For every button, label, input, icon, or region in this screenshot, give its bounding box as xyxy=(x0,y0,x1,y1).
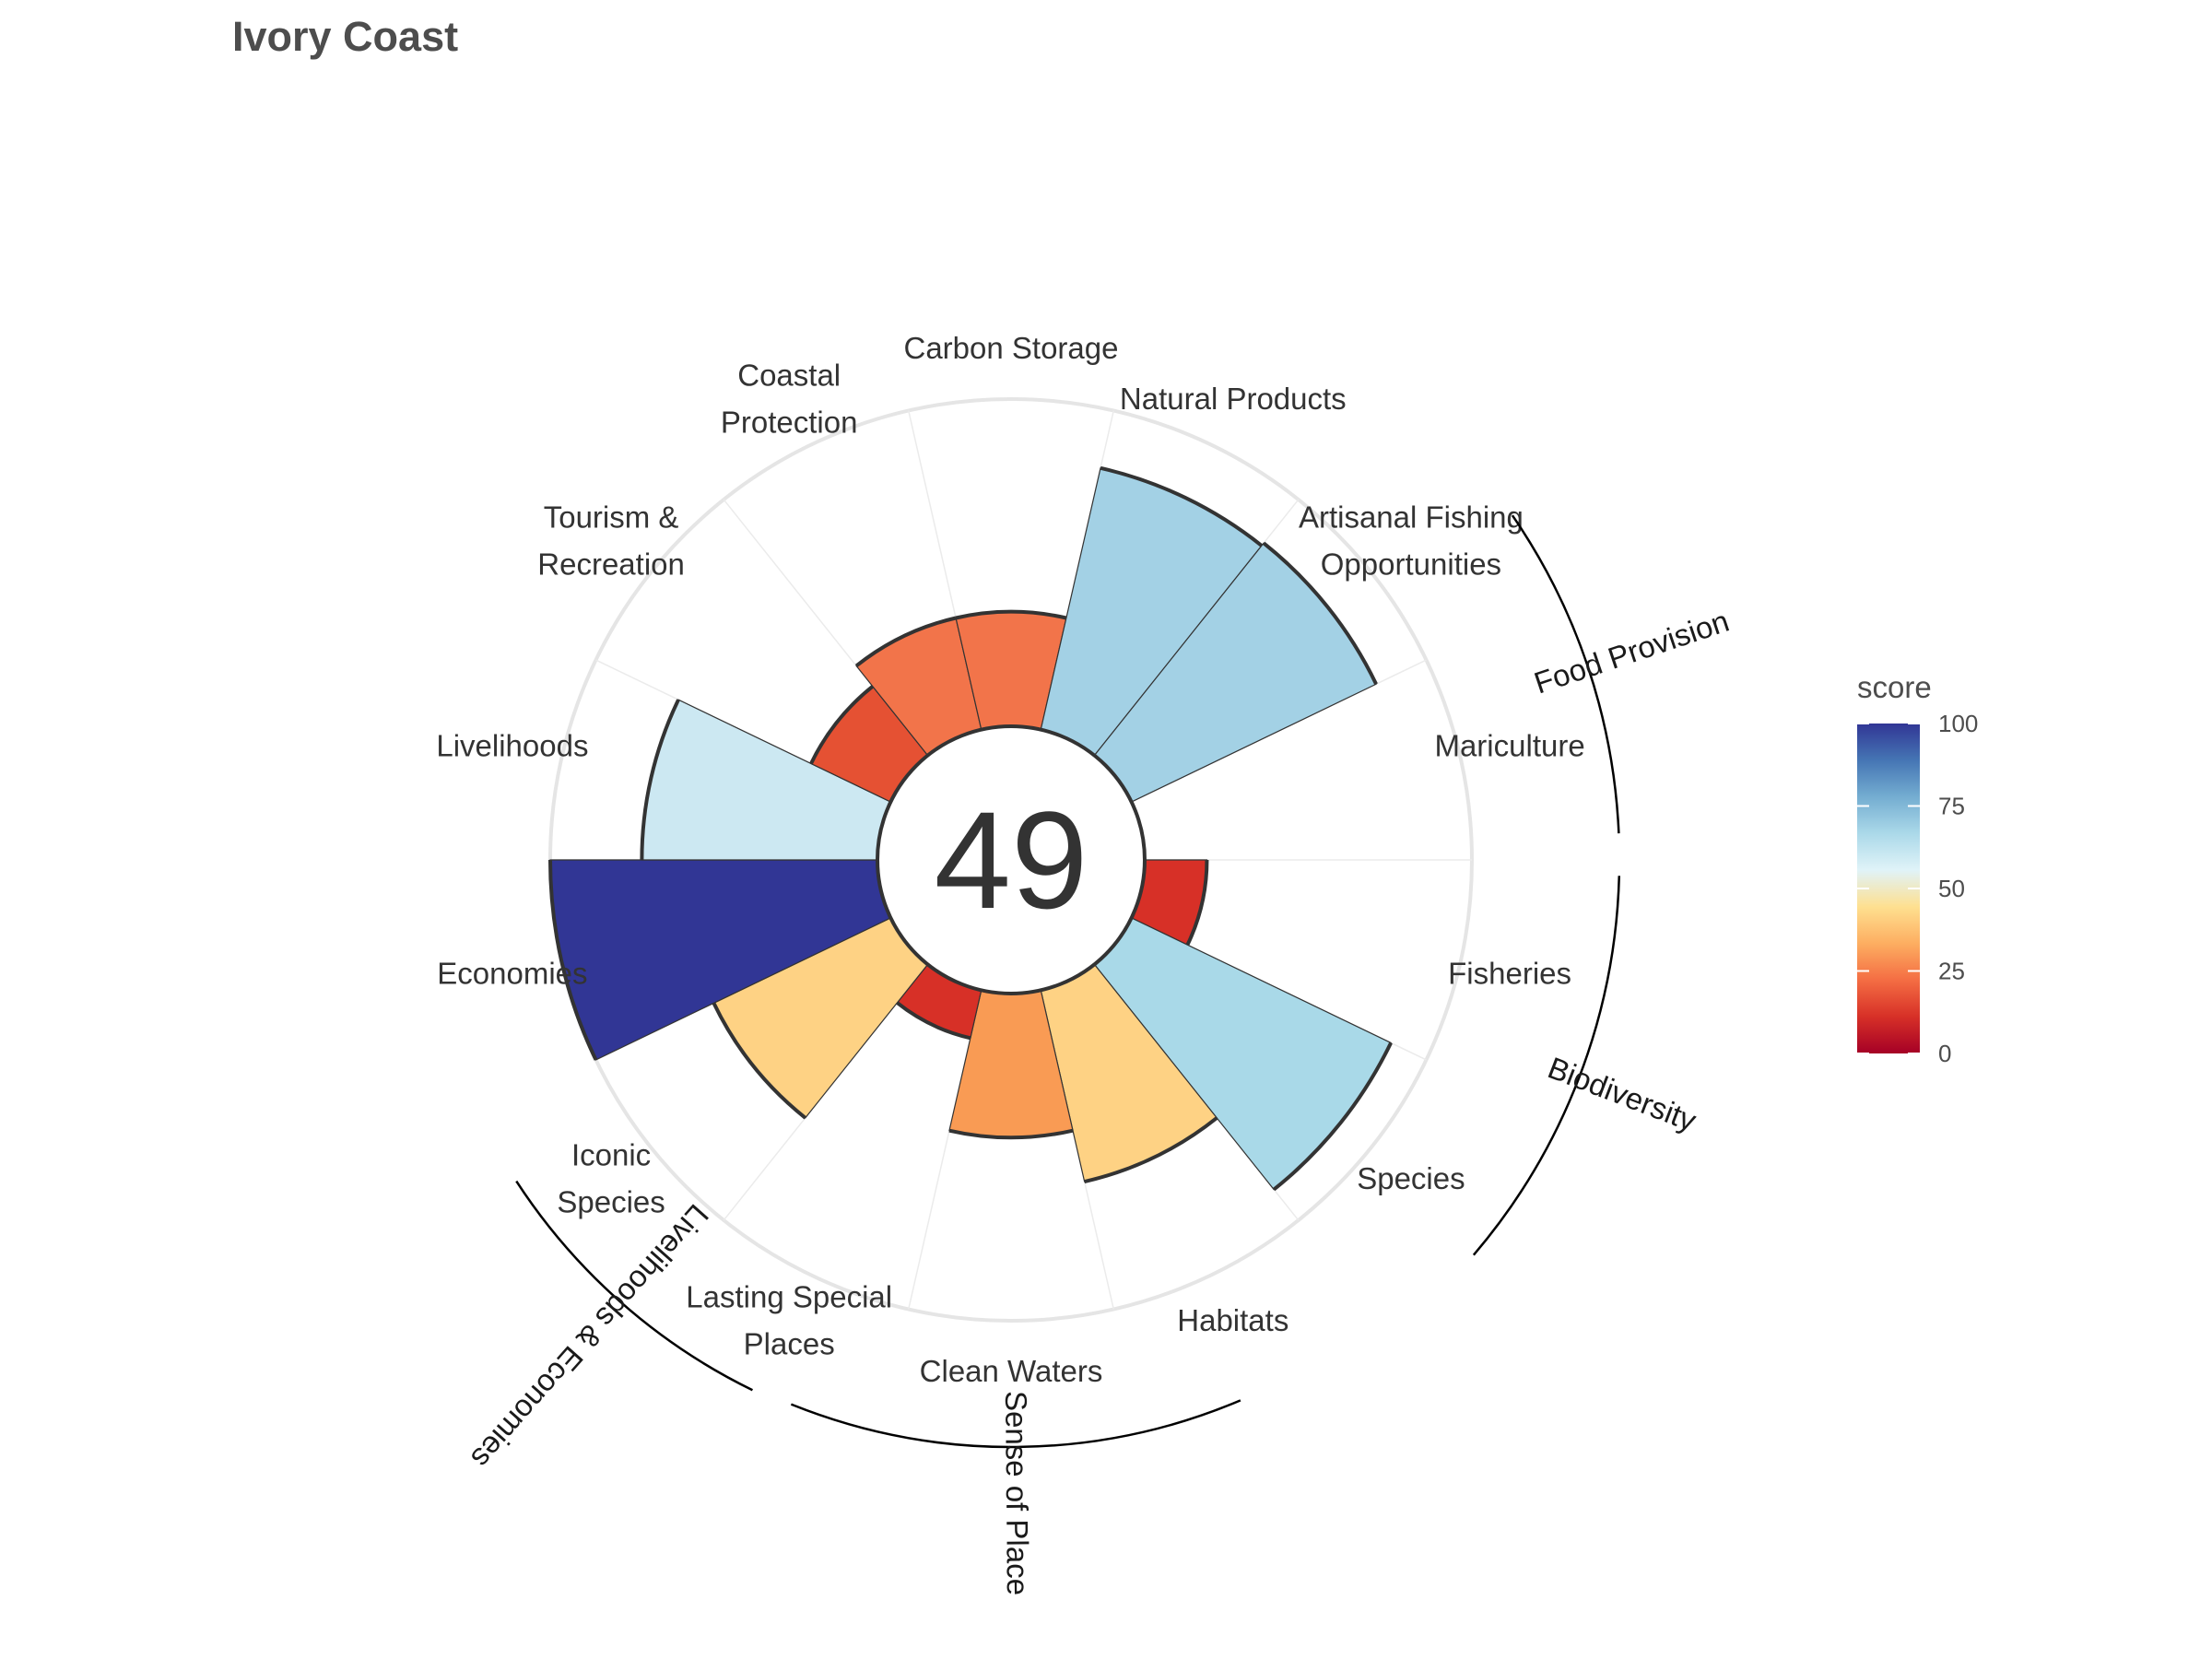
bar-outline xyxy=(1100,465,1264,547)
bar-outline xyxy=(955,609,1067,620)
chart-title: Ivory Coast xyxy=(232,13,458,60)
goal-label: Natural Products xyxy=(1120,382,1347,416)
goal-label: Artisanal Fishing Opportunities xyxy=(1299,500,1524,581)
goal-label: Lasting Special Places xyxy=(686,1280,892,1361)
bar-outline xyxy=(548,859,598,1061)
bar-outline xyxy=(640,699,680,861)
bar-outline xyxy=(809,685,875,765)
bar-outline xyxy=(1262,541,1378,686)
goal-label: Carbon Storage xyxy=(904,331,1119,365)
group-arc xyxy=(790,1399,1241,1449)
goal-label: Habitats xyxy=(1177,1303,1288,1337)
bar-outline xyxy=(1272,1041,1393,1192)
group-arc xyxy=(515,1180,753,1392)
goal-label: Species xyxy=(1357,1161,1465,1195)
legend-tick-label: 0 xyxy=(1938,1040,1951,1067)
group-label: Biodiversity xyxy=(1544,1050,1701,1137)
legend-title: score xyxy=(1857,670,1932,704)
goal-label: Iconic Species xyxy=(557,1138,665,1219)
goal-label: Mariculture xyxy=(1434,729,1584,763)
goal-labels: Fisheries Species Habitats Clean Waters Last… xyxy=(436,331,1584,1388)
group-label: Food Provision xyxy=(1530,604,1733,700)
bar-outline xyxy=(1084,1116,1218,1183)
group-arc xyxy=(1511,514,1620,834)
center-disc xyxy=(876,724,1147,995)
legend-tick-label: 100 xyxy=(1938,710,1978,737)
goal-label: Economies xyxy=(437,956,587,990)
goal-label: Livelihoods xyxy=(436,729,588,763)
legend-tick-label: 25 xyxy=(1938,958,1965,985)
goal-label: Clean Waters xyxy=(920,1354,1103,1388)
group-arc xyxy=(1472,876,1621,1256)
bars xyxy=(548,465,1393,1192)
goal-label: Coastal Protection xyxy=(721,358,858,439)
legend-tick-label: 75 xyxy=(1938,793,1965,820)
goal-label: Tourism & Recreation xyxy=(537,500,685,581)
legend: score 0 25 50 75 100 xyxy=(1857,670,1978,1067)
group-label: Livelihoods & Economies xyxy=(465,1198,715,1476)
bar-outline xyxy=(948,1128,1074,1140)
center-circle: 49 xyxy=(876,724,1147,995)
bar-outline xyxy=(1185,859,1209,947)
center-score: 49 xyxy=(935,782,1088,937)
group-label: Sense of Place xyxy=(999,1391,1035,1595)
bar-outline xyxy=(896,1001,971,1041)
bar-outline xyxy=(854,616,957,668)
goal-label: Fisheries xyxy=(1448,956,1571,990)
bar-outline xyxy=(712,1002,807,1120)
legend-tick-label: 50 xyxy=(1938,875,1965,902)
